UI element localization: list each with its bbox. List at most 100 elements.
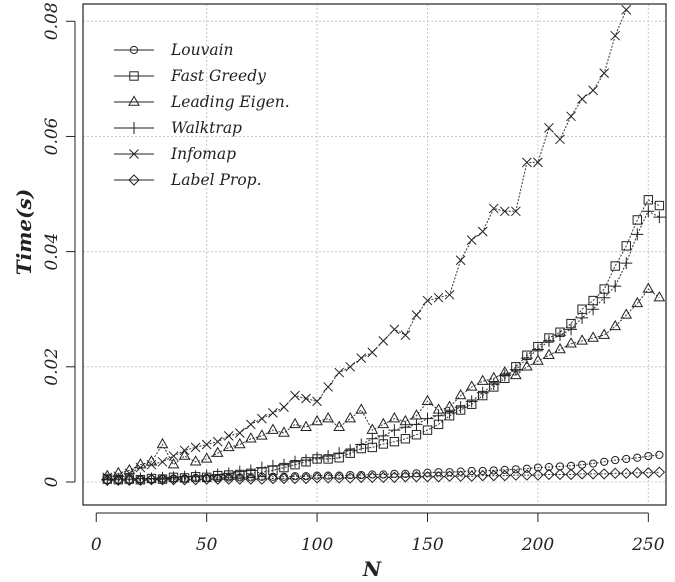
data-point xyxy=(156,473,169,486)
data-point xyxy=(467,466,476,476)
data-point xyxy=(344,412,357,423)
data-point xyxy=(399,421,412,434)
data-point xyxy=(322,412,334,423)
legend-marker xyxy=(128,95,140,106)
data-point xyxy=(323,382,333,392)
data-point xyxy=(565,337,577,348)
data-point xyxy=(178,470,191,483)
data-point xyxy=(267,472,279,485)
data-point xyxy=(520,352,533,365)
data-point xyxy=(587,468,599,480)
data-point xyxy=(554,342,566,354)
data-point xyxy=(410,418,423,431)
data-point xyxy=(178,473,191,486)
data-point xyxy=(500,465,509,474)
data-point xyxy=(554,468,566,481)
data-point xyxy=(600,457,609,466)
data-point xyxy=(378,336,389,346)
legend-entry: Label Prop. xyxy=(114,171,262,189)
data-point xyxy=(488,203,499,214)
data-point xyxy=(421,394,434,406)
data-point xyxy=(511,465,520,474)
legend-label: Infomap xyxy=(170,145,236,163)
data-point xyxy=(334,367,345,378)
data-point xyxy=(346,470,355,480)
data-point xyxy=(621,4,632,15)
data-point xyxy=(400,330,411,340)
data-point xyxy=(456,467,465,476)
data-point xyxy=(357,470,366,480)
data-point xyxy=(598,328,611,339)
data-point xyxy=(622,454,631,464)
x-tick-label: 250 xyxy=(631,535,665,555)
data-point xyxy=(410,471,423,483)
data-point xyxy=(157,456,168,467)
data-point xyxy=(278,426,290,437)
data-point xyxy=(300,472,312,485)
data-point xyxy=(200,452,213,463)
data-point xyxy=(589,459,598,468)
data-point xyxy=(233,465,246,478)
series-diamond xyxy=(101,466,666,486)
legend-label: Louvain xyxy=(170,41,234,59)
data-point xyxy=(598,291,611,304)
data-point xyxy=(300,454,313,467)
data-point xyxy=(356,353,367,364)
data-point xyxy=(576,468,588,480)
data-point xyxy=(179,445,190,456)
data-point xyxy=(577,94,587,104)
data-point xyxy=(653,466,666,478)
legend-marker xyxy=(129,71,139,81)
data-point xyxy=(631,467,643,479)
data-point xyxy=(509,363,522,376)
data-point xyxy=(377,429,390,442)
data-point xyxy=(212,473,224,485)
data-point xyxy=(223,431,234,441)
data-point xyxy=(400,434,411,444)
data-point xyxy=(620,467,632,480)
data-point xyxy=(434,468,443,477)
data-point xyxy=(421,412,434,425)
data-point xyxy=(522,157,532,168)
y-axis-title: Time(s) xyxy=(12,189,36,276)
data-point xyxy=(521,360,533,371)
series-line xyxy=(107,9,627,478)
data-point xyxy=(123,474,136,486)
data-point xyxy=(266,459,279,472)
data-point xyxy=(257,413,267,424)
data-point xyxy=(189,470,202,483)
data-point xyxy=(145,473,158,486)
y-tick-label: 0.06 xyxy=(42,117,62,155)
x-tick-label: 0 xyxy=(91,535,102,555)
data-point xyxy=(610,30,621,41)
series-line xyxy=(107,471,660,481)
data-point xyxy=(289,472,301,485)
data-point xyxy=(289,417,301,429)
data-point xyxy=(277,458,290,471)
data-point xyxy=(333,472,345,484)
data-point xyxy=(499,469,511,482)
legend-marker xyxy=(129,149,139,159)
data-point xyxy=(643,195,654,205)
data-point xyxy=(498,369,511,382)
data-point xyxy=(366,432,379,445)
data-point xyxy=(653,291,666,302)
legend-entry: Louvain xyxy=(114,41,234,59)
data-point xyxy=(478,466,487,476)
data-point xyxy=(377,417,390,429)
data-point xyxy=(533,463,543,472)
data-point xyxy=(333,447,346,460)
data-point xyxy=(134,472,147,485)
data-point xyxy=(322,472,334,484)
data-point xyxy=(565,323,578,336)
data-point xyxy=(190,442,201,453)
data-point xyxy=(311,414,323,426)
data-point xyxy=(532,354,544,365)
data-point xyxy=(542,334,555,347)
data-point xyxy=(609,319,622,331)
data-point xyxy=(499,206,510,217)
data-point xyxy=(301,472,311,481)
data-point xyxy=(388,471,401,484)
data-point xyxy=(655,450,664,459)
data-point xyxy=(146,459,157,470)
